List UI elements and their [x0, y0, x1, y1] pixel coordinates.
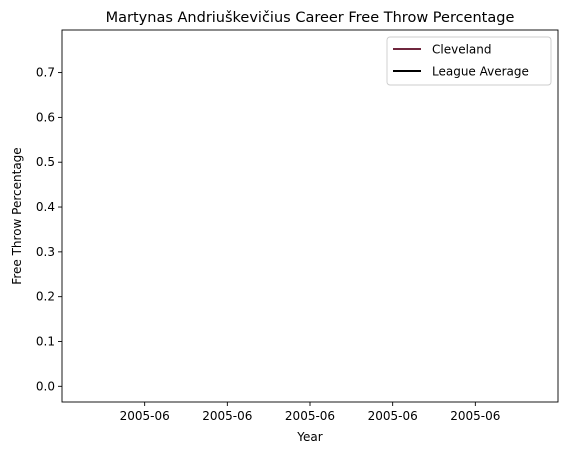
y-tick-label: 0.2: [36, 290, 55, 304]
y-tick-label: 0.6: [36, 110, 55, 124]
x-axis-label: Year: [296, 430, 322, 444]
legend-label-league-average: League Average: [432, 65, 529, 79]
x-tick-label: 2005-06: [202, 409, 252, 423]
y-tick-label: 0.4: [36, 200, 55, 214]
x-tick-label: 2005-06: [285, 409, 335, 423]
y-tick-label: 0.0: [36, 379, 55, 393]
legend: Cleveland League Average: [386, 36, 552, 86]
x-axis: 2005-06 2005-06 2005-06 2005-06 2005-06: [120, 402, 500, 423]
x-tick-label: 2005-06: [368, 409, 418, 423]
y-tick-label: 0.5: [36, 155, 55, 169]
legend-box: [386, 36, 552, 86]
legend-label-cleveland: Cleveland: [432, 43, 492, 57]
y-tick-label: 0.1: [36, 334, 55, 348]
x-tick-label: 2005-06: [120, 409, 170, 423]
plot-area: [61, 29, 559, 403]
y-tick-label: 0.3: [36, 245, 55, 259]
y-axis: 0.0 0.1 0.2 0.3 0.4 0.5 0.6 0.7: [36, 66, 62, 393]
y-tick-label: 0.7: [36, 66, 55, 80]
chart-title: Martynas Andriuškevičius Career Free Thr…: [106, 10, 515, 26]
x-tick-label: 2005-06: [450, 409, 500, 423]
y-axis-label: Free Throw Percentage: [10, 147, 24, 284]
